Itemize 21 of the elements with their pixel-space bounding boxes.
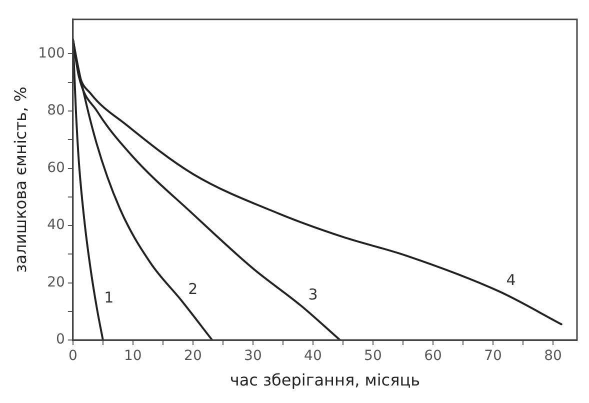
y-tick-label: 0 bbox=[56, 332, 65, 348]
y-tick-label: 40 bbox=[47, 217, 65, 234]
x-tick-label: 10 bbox=[124, 348, 142, 364]
x-tick-label: 30 bbox=[244, 348, 262, 364]
series-label: 1 bbox=[104, 288, 114, 306]
x-tick-label: 80 bbox=[544, 348, 562, 364]
x-tick-label: 60 bbox=[424, 348, 442, 364]
series-label: 4 bbox=[506, 271, 516, 290]
x-tick-label: 70 bbox=[484, 348, 502, 364]
y-tick-label: 60 bbox=[47, 160, 65, 176]
y-tick-label: 80 bbox=[47, 102, 65, 119]
x-tick-label: 0 bbox=[68, 348, 78, 364]
x-tick-label: 40 bbox=[304, 348, 322, 364]
series-label: 2 bbox=[188, 280, 198, 298]
y-tick-label: 20 bbox=[47, 274, 65, 290]
x-axis-title: час зберігання, місяць bbox=[230, 370, 420, 390]
y-axis-title: залишкова ємність, % bbox=[10, 86, 30, 273]
x-tick-label: 20 bbox=[184, 348, 202, 364]
y-tick-label: 100 bbox=[38, 45, 65, 62]
x-tick-label: 50 bbox=[364, 348, 382, 364]
series-label: 3 bbox=[308, 286, 318, 304]
